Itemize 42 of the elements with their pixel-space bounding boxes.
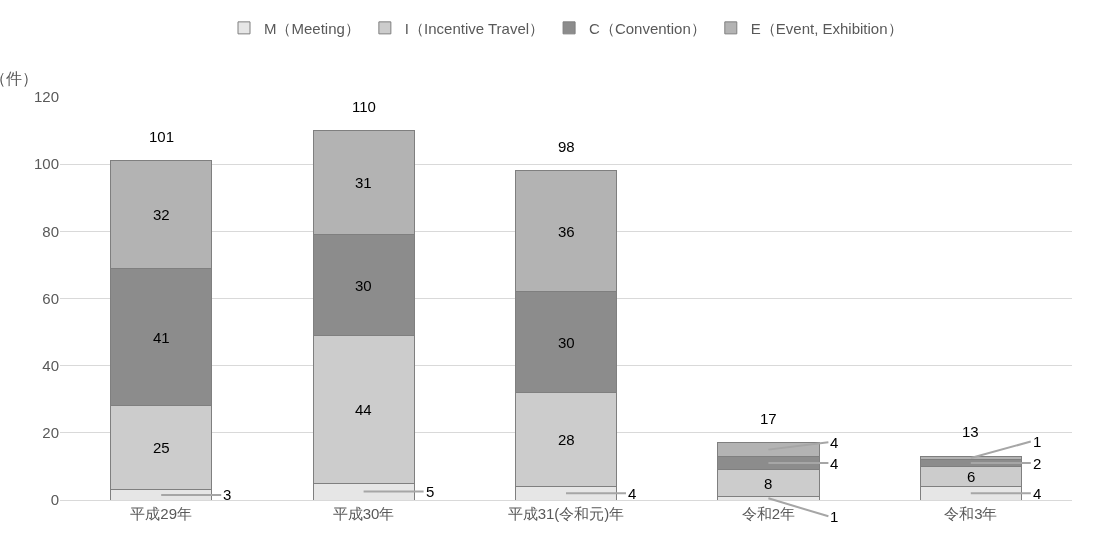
y-tick-label: 120 xyxy=(33,88,59,106)
y-tick-label: 60 xyxy=(42,289,59,307)
data-label: 36 xyxy=(558,223,575,240)
data-label: 44 xyxy=(355,401,372,418)
data-label: 25 xyxy=(153,439,170,456)
data-label: 30 xyxy=(558,334,575,351)
legend-label: C（Convention） xyxy=(589,19,706,37)
y-axis-title: （件） xyxy=(0,70,38,87)
data-label: 5 xyxy=(426,483,435,500)
x-tick-label: 令和3年 xyxy=(944,505,998,522)
y-tick-label: 40 xyxy=(42,356,59,374)
data-label: 41 xyxy=(153,329,170,346)
data-label: 4 xyxy=(628,485,637,502)
data-label: 4 xyxy=(830,434,839,451)
total-label: 17 xyxy=(760,410,777,427)
x-tick-label: 令和2年 xyxy=(741,505,796,522)
data-label: 3 xyxy=(223,486,232,503)
y-tick-label: 0 xyxy=(50,491,59,509)
y-tick-label: 20 xyxy=(42,424,59,442)
data-label: 31 xyxy=(355,174,372,191)
data-label: 4 xyxy=(830,455,839,472)
data-label: 4 xyxy=(1033,485,1042,502)
x-tick-label: 平成30年 xyxy=(332,505,395,522)
y-tick-label: 100 xyxy=(33,155,59,173)
data-label: 30 xyxy=(355,277,372,294)
data-label: 32 xyxy=(153,206,170,223)
x-tick-label: 平成31(令和元)年 xyxy=(507,505,625,522)
legend-label: M（Meeting） xyxy=(264,19,360,37)
total-label: 98 xyxy=(558,138,575,155)
legend-label: I（Incentive Travel） xyxy=(404,19,545,37)
data-label: 1 xyxy=(830,508,839,525)
data-label: 28 xyxy=(558,431,575,448)
data-label: 6 xyxy=(967,468,976,485)
total-label: 13 xyxy=(962,423,979,440)
x-tick-label: 平成29年 xyxy=(130,505,193,522)
legend-label: E（Event, Exhibition） xyxy=(750,19,903,37)
y-tick-label: 80 xyxy=(42,222,59,240)
data-label: 1 xyxy=(1033,433,1042,450)
data-label: 2 xyxy=(1033,455,1042,472)
data-label: 8 xyxy=(764,475,773,492)
total-label: 110 xyxy=(352,98,376,115)
total-label: 101 xyxy=(149,128,175,145)
